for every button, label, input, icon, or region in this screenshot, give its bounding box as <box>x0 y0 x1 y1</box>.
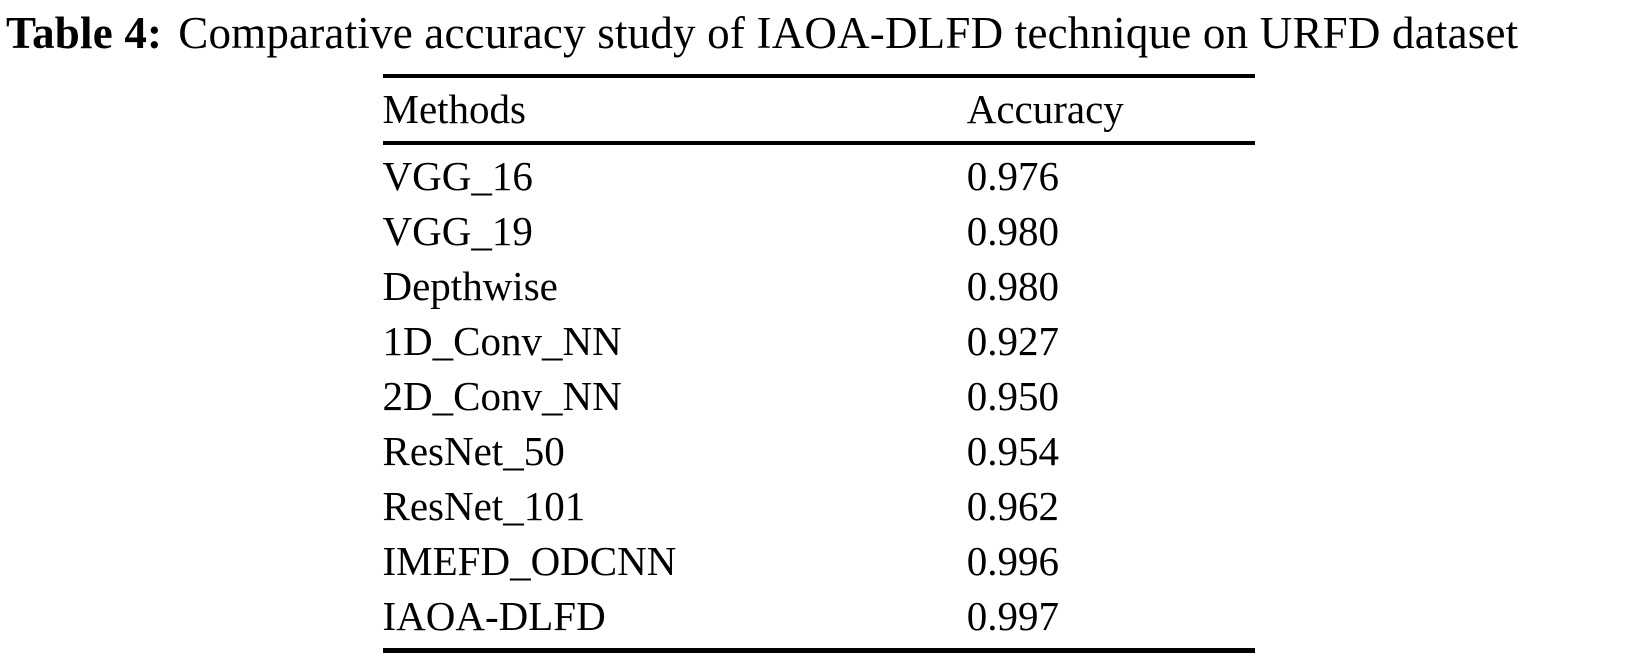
column-header-accuracy: Accuracy <box>966 75 1255 145</box>
method-cell: ResNet_50 <box>382 427 565 474</box>
method-cell: 1D_Conv_NN <box>382 317 622 364</box>
table-caption-label: Table 4: <box>6 8 163 58</box>
accuracy-cell: 0.980 <box>966 207 1059 254</box>
table-row: Depthwise 0.980 <box>383 259 1255 314</box>
table-caption-text: Comparative accuracy study of IAOA-DLFD … <box>178 8 1519 58</box>
method-cell: 2D_Conv_NN <box>382 372 622 419</box>
table-row: IAOA-DLFD 0.997 <box>383 589 1255 651</box>
accuracy-cell: 0.954 <box>966 427 1059 474</box>
table-container: Methods Accuracy VGG_16 0.976 VGG_19 0.9… <box>382 73 1255 653</box>
accuracy-cell: 0.976 <box>966 152 1059 199</box>
method-cell: IMEFD_ODCNN <box>382 537 677 584</box>
accuracy-cell: 0.997 <box>966 592 1059 639</box>
table-row: ResNet_50 0.954 <box>383 424 1255 479</box>
table-header-row: Methods Accuracy <box>382 75 1255 145</box>
method-cell: ResNet_101 <box>382 482 586 529</box>
table-caption: Table 4: Comparative accuracy study of IA… <box>0 0 1637 60</box>
accuracy-cell: 0.950 <box>966 372 1059 419</box>
method-cell: VGG_19 <box>382 207 533 254</box>
table-row: IMEFD_ODCNN 0.996 <box>383 534 1255 589</box>
column-header-methods: Methods <box>382 75 967 145</box>
table-row: ResNet_101 0.962 <box>383 479 1255 534</box>
method-cell: VGG_16 <box>382 152 533 199</box>
table-row: VGG_19 0.980 <box>383 204 1255 259</box>
method-cell: IAOA-DLFD <box>382 592 606 639</box>
table-row: 1D_Conv_NN 0.927 <box>383 314 1255 369</box>
accuracy-table: Methods Accuracy VGG_16 0.976 VGG_19 0.9… <box>382 73 1255 653</box>
table-row: 2D_Conv_NN 0.950 <box>383 369 1255 424</box>
accuracy-cell: 0.980 <box>966 262 1059 309</box>
accuracy-cell: 0.927 <box>966 317 1059 364</box>
table-row: VGG_16 0.976 <box>383 143 1255 204</box>
method-cell: Depthwise <box>382 262 558 309</box>
accuracy-cell: 0.962 <box>966 482 1059 529</box>
accuracy-cell: 0.996 <box>966 537 1059 584</box>
